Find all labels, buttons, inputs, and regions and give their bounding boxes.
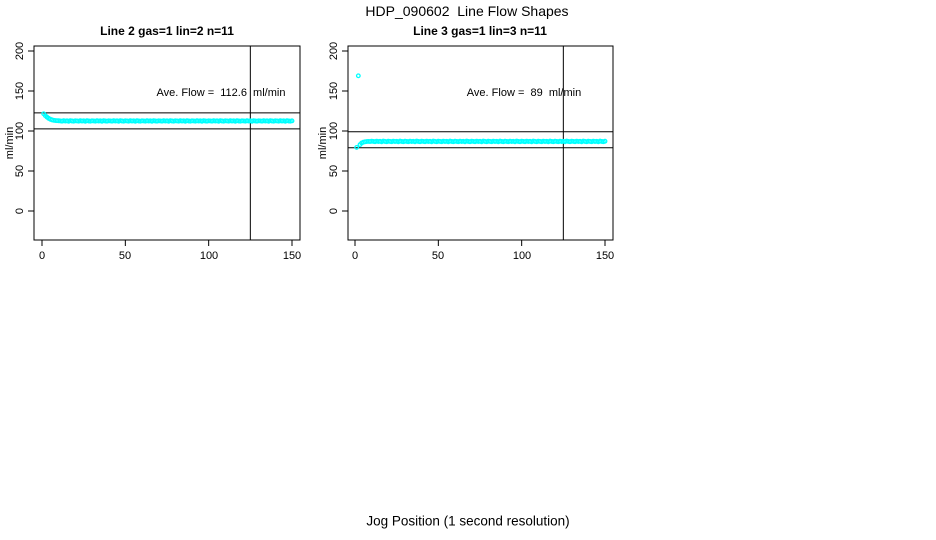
panel1-y-tick-200: 200 — [14, 41, 26, 61]
panel1-x-tick-0: 0 — [38, 250, 46, 262]
panel2-y-tick-150: 150 — [328, 81, 340, 101]
scatter-points — [41, 111, 295, 124]
panel1-y-tick-100: 100 — [14, 121, 26, 141]
panel1-y-tick-0: 0 — [14, 207, 26, 215]
panel2-y-tick-200: 200 — [328, 41, 340, 61]
panel1-title: Line 2 gas=1 lin=2 n=11 — [100, 24, 234, 38]
panel1-y-tick-50: 50 — [14, 164, 26, 178]
panel1-x-tick-100: 100 — [199, 250, 219, 262]
panel1-x-tick-50: 50 — [118, 250, 132, 262]
x-axis-label: Jog Position (1 second resolution) — [366, 513, 570, 529]
panel2-y-tick-0: 0 — [328, 207, 340, 215]
panel2-x-tick-50: 50 — [431, 250, 445, 262]
plot-panel-2 — [342, 45, 614, 246]
plot-box — [33, 45, 301, 241]
plot-panel-1 — [28, 45, 301, 246]
panel2-x-tick-0: 0 — [351, 250, 359, 262]
panel2-y-tick-50: 50 — [328, 164, 340, 178]
panel1-y-tick-150: 150 — [14, 81, 26, 101]
panel2-x-tick-150: 150 — [595, 250, 615, 262]
panel1-x-tick-150: 150 — [282, 250, 302, 262]
panel2-ave-flow-annotation: Ave. Flow = 89 ml/min — [466, 87, 582, 99]
plot-box — [347, 45, 614, 241]
scatter-points — [354, 73, 608, 150]
panel2-title: Line 3 gas=1 lin=3 n=11 — [413, 24, 547, 38]
panel2-x-tick-100: 100 — [512, 250, 532, 262]
panel2-y-tick-100: 100 — [328, 121, 340, 141]
panel1-ave-flow-annotation: Ave. Flow = 112.6 ml/min — [156, 87, 286, 99]
main-title: HDP_090602 Line Flow Shapes — [365, 3, 569, 19]
